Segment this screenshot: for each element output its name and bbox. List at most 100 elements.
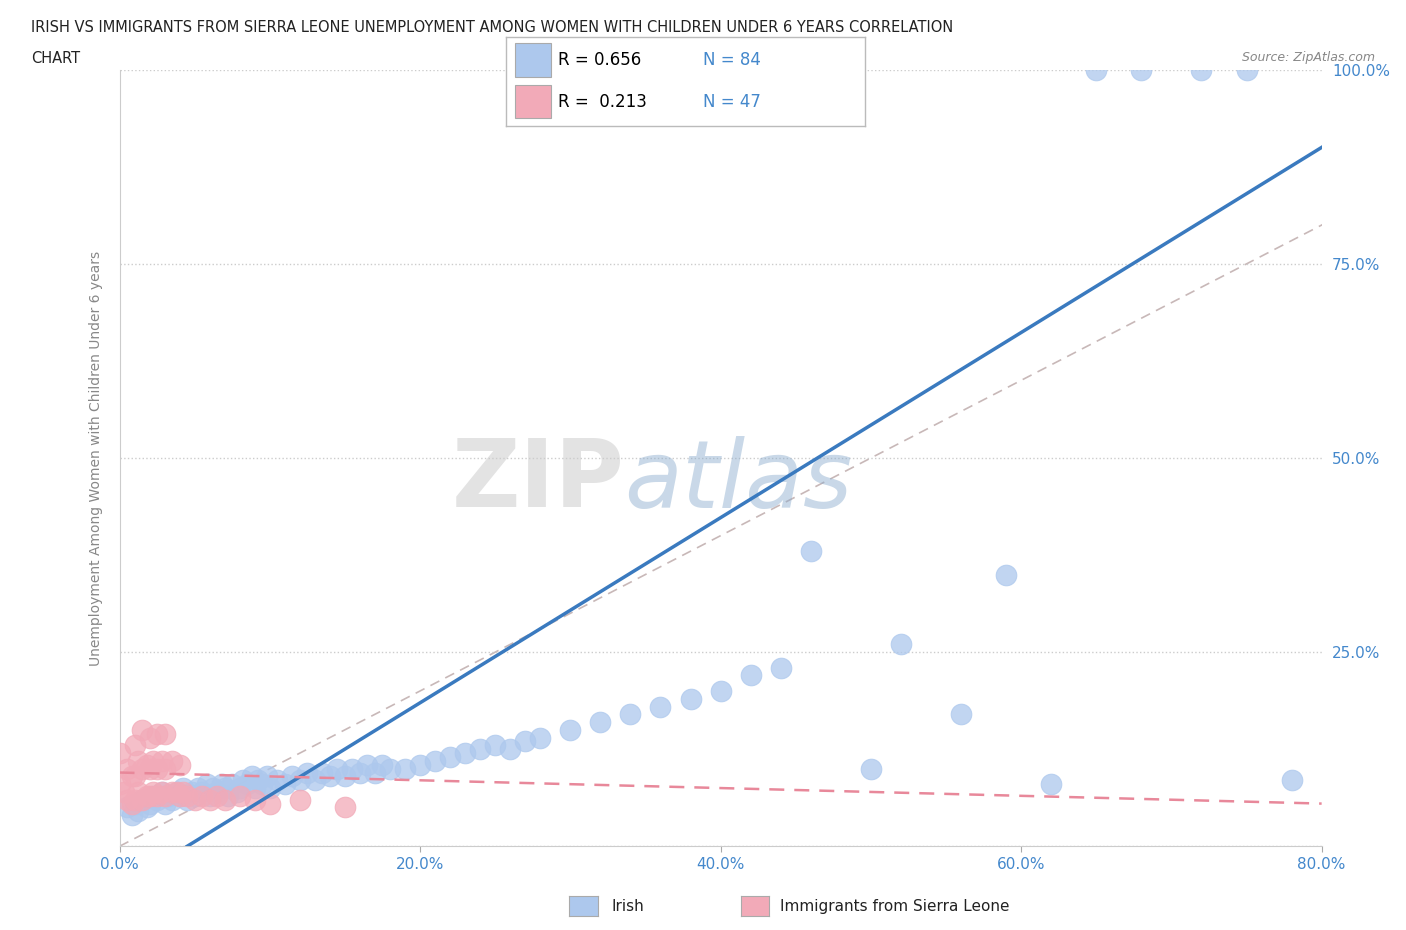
Text: Irish: Irish — [612, 899, 644, 914]
Point — [108, 746, 131, 761]
Point — [221, 777, 243, 791]
Point — [115, 792, 138, 807]
Point — [995, 567, 1018, 582]
Point — [356, 757, 378, 772]
Point — [1085, 62, 1108, 77]
Point — [121, 769, 143, 784]
Text: Source: ZipAtlas.com: Source: ZipAtlas.com — [1241, 51, 1375, 64]
Point — [172, 780, 194, 795]
Point — [146, 726, 169, 741]
Point — [228, 789, 252, 804]
Point — [311, 765, 333, 780]
Point — [153, 726, 176, 741]
Point — [160, 792, 183, 807]
Point — [349, 765, 371, 780]
Point — [1236, 62, 1258, 77]
Point — [138, 796, 160, 811]
FancyBboxPatch shape — [515, 85, 551, 118]
Point — [191, 789, 214, 804]
Point — [131, 723, 153, 737]
Point — [240, 769, 263, 784]
Point — [740, 668, 762, 683]
Point — [153, 761, 176, 776]
Point — [679, 691, 702, 706]
Point — [131, 792, 153, 807]
Point — [468, 742, 492, 757]
Point — [124, 796, 146, 811]
Point — [1130, 62, 1153, 77]
Point — [191, 785, 214, 800]
Point — [138, 730, 160, 745]
Point — [135, 800, 157, 815]
Point — [371, 757, 394, 772]
Point — [499, 742, 522, 757]
Point — [124, 792, 146, 807]
Point — [560, 723, 582, 737]
Point — [709, 684, 731, 698]
Point — [169, 757, 191, 772]
Point — [297, 765, 319, 780]
Point — [256, 769, 278, 784]
Point — [124, 769, 146, 784]
Point — [180, 785, 202, 800]
Point — [529, 730, 551, 745]
Point — [342, 761, 364, 776]
Point — [619, 707, 641, 722]
Point — [183, 789, 205, 804]
Point — [176, 792, 198, 807]
Point — [146, 789, 169, 804]
Point — [138, 761, 160, 776]
Point — [172, 785, 194, 800]
Point — [201, 780, 224, 795]
Point — [124, 737, 146, 752]
Text: N = 47: N = 47 — [703, 93, 761, 111]
Point — [146, 792, 169, 807]
Point — [1040, 777, 1063, 791]
Point — [288, 773, 311, 788]
Point — [115, 800, 138, 815]
Point — [859, 761, 882, 776]
Point — [304, 773, 326, 788]
Point — [166, 785, 188, 800]
Point — [121, 796, 143, 811]
Point — [225, 785, 247, 800]
Point — [484, 737, 506, 752]
Point — [769, 660, 792, 675]
Point — [153, 789, 176, 804]
Point — [127, 804, 149, 818]
Point — [121, 808, 143, 823]
Point — [131, 761, 153, 776]
Text: R =  0.213: R = 0.213 — [558, 93, 647, 111]
Point — [423, 753, 446, 768]
Point — [176, 789, 198, 804]
Point — [243, 780, 266, 795]
Point — [274, 777, 297, 791]
Point — [183, 792, 205, 807]
Point — [394, 761, 416, 776]
Point — [259, 796, 281, 811]
Point — [228, 780, 252, 795]
Point — [187, 780, 209, 795]
Point — [205, 789, 228, 804]
Point — [135, 789, 157, 804]
Point — [150, 753, 173, 768]
Point — [252, 777, 274, 791]
Point — [214, 780, 236, 795]
Point — [950, 707, 973, 722]
Point — [146, 761, 169, 776]
Point — [1189, 62, 1212, 77]
Point — [515, 734, 537, 749]
Point — [135, 757, 157, 772]
Y-axis label: Unemployment Among Women with Children Under 6 years: Unemployment Among Women with Children U… — [89, 250, 103, 666]
Point — [166, 785, 188, 800]
Point — [259, 780, 281, 795]
Point — [153, 796, 176, 811]
Point — [232, 773, 254, 788]
Point — [160, 785, 183, 800]
Point — [198, 789, 221, 804]
Point — [138, 789, 160, 804]
Point — [246, 773, 269, 788]
Point — [142, 789, 165, 804]
Point — [115, 761, 138, 776]
Point — [800, 544, 823, 559]
